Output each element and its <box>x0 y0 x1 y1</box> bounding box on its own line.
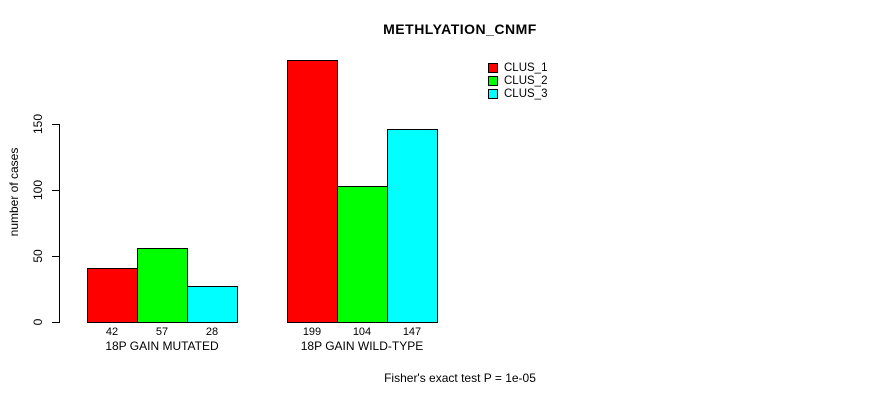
bar-value-label: 42 <box>105 326 119 338</box>
y-axis-tick <box>52 124 59 125</box>
y-axis-tick-label: 100 <box>31 179 45 201</box>
y-axis-tick <box>52 190 59 191</box>
legend-swatch-icon <box>488 88 498 99</box>
statistical-test-note: Fisher's exact test P = 1e-05 <box>384 371 536 385</box>
y-axis-tick-label: 150 <box>31 113 45 135</box>
bar-clus_1-group1 <box>87 268 138 323</box>
bar-clus_2-group1 <box>137 248 188 323</box>
bar-value-label: 147 <box>402 326 422 338</box>
bar-value-label: 28 <box>205 326 219 338</box>
legend-row-clus_2: CLUS_2 <box>488 74 548 87</box>
y-axis-tick-label: 50 <box>31 249 45 263</box>
legend-label: CLUS_2 <box>504 74 548 87</box>
bar-clus_2-group2 <box>337 186 388 323</box>
x-axis-group-label: 18P GAIN MUTATED <box>105 339 219 353</box>
y-axis-line <box>59 124 60 323</box>
legend: CLUS_1 CLUS_2 CLUS_3 <box>488 61 548 100</box>
legend-swatch-icon <box>488 62 498 73</box>
bar-clus_3-group2 <box>387 129 438 323</box>
bar-value-label: 104 <box>352 326 372 338</box>
bar-value-label: 57 <box>155 326 169 338</box>
legend-label: CLUS_1 <box>504 61 548 74</box>
legend-row-clus_3: CLUS_3 <box>488 87 548 100</box>
x-axis-group-label: 18P GAIN WILD-TYPE <box>300 339 424 353</box>
legend-swatch-icon <box>488 75 498 86</box>
chart-title: METHLYATION_CNMF <box>383 21 537 37</box>
legend-row-clus_1: CLUS_1 <box>488 61 548 74</box>
legend-label: CLUS_3 <box>504 87 548 100</box>
bar-clus_3-group1 <box>187 286 238 323</box>
y-axis-tick <box>52 322 59 323</box>
y-axis-tick <box>52 256 59 257</box>
bar-clus_1-group2 <box>287 60 338 323</box>
y-axis-tick-label: 0 <box>31 318 45 326</box>
bar-value-label: 199 <box>302 326 322 338</box>
y-axis-label: number of cases <box>7 147 21 237</box>
